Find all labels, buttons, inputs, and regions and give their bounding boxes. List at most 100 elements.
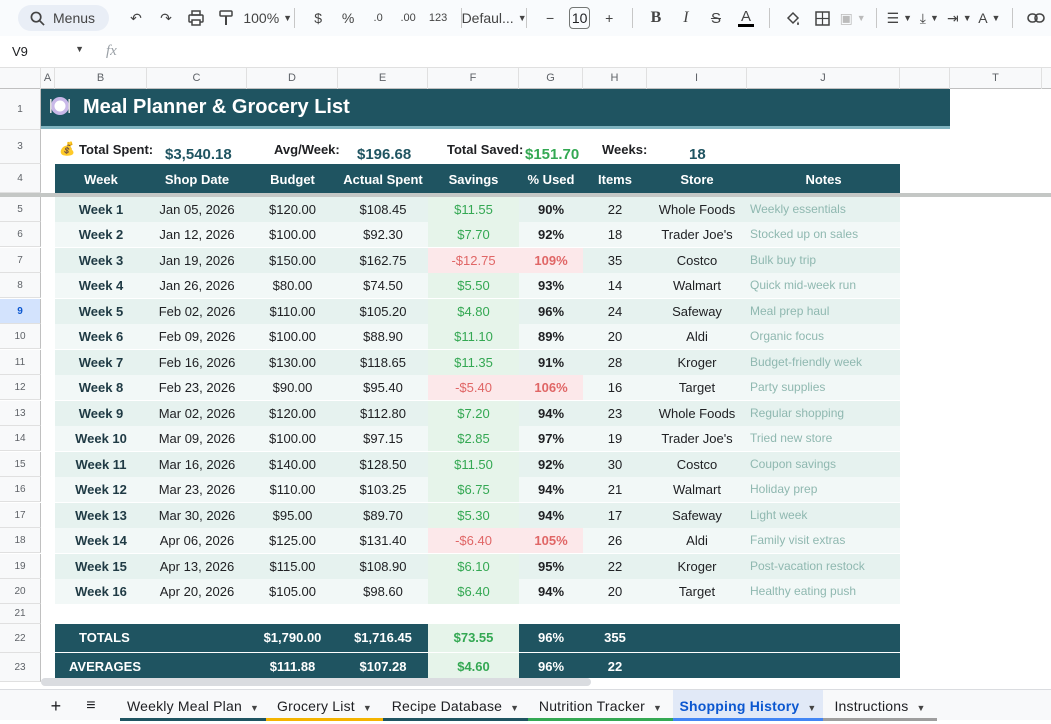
row-header-8[interactable]: 8 bbox=[0, 273, 41, 298]
cell-notes[interactable]: Post-vacation restock bbox=[750, 559, 865, 573]
cell-notes[interactable]: Holiday prep bbox=[750, 482, 818, 496]
cell-week[interactable]: Week 12 bbox=[75, 482, 127, 497]
cell-pct[interactable]: 89% bbox=[537, 329, 565, 344]
cell-items[interactable]: 16 bbox=[607, 380, 623, 395]
column-header-g[interactable]: G bbox=[519, 68, 583, 89]
cell-week[interactable]: Week 2 bbox=[78, 227, 124, 242]
horizontal-align-icon[interactable]: ☰ ▼ bbox=[886, 9, 913, 26]
cell-notes[interactable]: Tried new store bbox=[750, 431, 833, 445]
table-row[interactable]: Week 2 Jan 12, 2026 $100.00 $92.30 $7.70 92% 1… bbox=[55, 222, 900, 247]
cell-date[interactable]: Feb 02, 2026 bbox=[158, 304, 236, 319]
cell-date[interactable]: Mar 02, 2026 bbox=[158, 406, 236, 421]
menus-button[interactable]: Menus bbox=[18, 5, 110, 31]
table-row[interactable]: Week 16 Apr 20, 2026 $105.00 $98.60 $6.40 94%… bbox=[55, 579, 900, 604]
cell-store[interactable]: Kroger bbox=[677, 559, 717, 574]
cell-date[interactable]: Feb 09, 2026 bbox=[158, 329, 236, 344]
cell-budget[interactable]: $115.00 bbox=[269, 559, 316, 574]
vertical-align-icon[interactable]: ⤓ ▼ bbox=[919, 9, 939, 26]
cell-date[interactable]: Jan 12, 2026 bbox=[159, 227, 235, 242]
cell-budget[interactable]: $140.00 bbox=[269, 457, 316, 472]
cell-pct[interactable]: 92% bbox=[537, 457, 565, 472]
row-header-16[interactable]: 16 bbox=[0, 477, 41, 502]
table-row[interactable]: Week 9 Mar 02, 2026 $120.00 $112.80 $7.20 94%… bbox=[55, 401, 900, 426]
cell-items[interactable]: 19 bbox=[607, 431, 623, 446]
cell-budget[interactable]: $100.00 bbox=[269, 431, 316, 446]
cell-pct[interactable]: 94% bbox=[537, 406, 565, 421]
cell-week[interactable]: Week 1 bbox=[78, 202, 124, 217]
cell-actual[interactable]: $108.90 bbox=[359, 559, 407, 574]
font-select[interactable]: Defaul... ▼ bbox=[462, 5, 527, 31]
cell-items[interactable]: 18 bbox=[607, 227, 623, 242]
cell-actual[interactable]: $105.20 bbox=[359, 304, 407, 319]
borders-icon[interactable] bbox=[810, 5, 836, 31]
tab-shopping-history[interactable]: Shopping History ▼ bbox=[673, 690, 823, 721]
row-header-6[interactable]: 6 bbox=[0, 222, 41, 247]
cell-week[interactable]: Week 8 bbox=[78, 380, 124, 395]
cell-savings[interactable]: $11.50 bbox=[428, 452, 519, 477]
cell-store[interactable]: Target bbox=[678, 584, 716, 599]
cell-savings[interactable]: $5.30 bbox=[428, 503, 519, 528]
cell-savings[interactable]: -$12.75 bbox=[428, 248, 519, 273]
cell-store[interactable]: Aldi bbox=[686, 329, 708, 344]
table-row[interactable]: Week 13 Mar 30, 2026 $95.00 $89.70 $5.30 94% 1… bbox=[55, 503, 900, 528]
cell-items[interactable]: 26 bbox=[607, 533, 623, 548]
cell-date[interactable]: Feb 16, 2026 bbox=[158, 355, 236, 370]
cell-savings[interactable]: $7.20 bbox=[428, 401, 519, 426]
cell-notes[interactable]: Stocked up on sales bbox=[750, 227, 859, 241]
increase-decimal-button[interactable]: .00 bbox=[400, 12, 416, 24]
cell-pct[interactable]: 105% bbox=[519, 528, 583, 553]
cell-week[interactable]: Week 14 bbox=[75, 533, 127, 548]
text-color-button[interactable]: A bbox=[733, 5, 759, 31]
cell-store[interactable]: Target bbox=[678, 380, 716, 395]
name-box[interactable]: V9 ▼ bbox=[0, 44, 92, 59]
cell-store[interactable]: Trader Joe's bbox=[661, 227, 733, 242]
cell-notes[interactable]: Meal prep haul bbox=[750, 304, 830, 318]
cell-budget[interactable]: $95.00 bbox=[272, 508, 313, 523]
cell-week[interactable]: Week 11 bbox=[75, 457, 127, 472]
table-row[interactable]: Week 6 Feb 09, 2026 $100.00 $88.90 $11.10 89%… bbox=[55, 324, 900, 349]
cell-date[interactable]: Mar 16, 2026 bbox=[158, 457, 236, 472]
cell-items[interactable]: 14 bbox=[607, 278, 623, 293]
cell-savings[interactable]: $7.70 bbox=[428, 222, 519, 247]
row-header-20[interactable]: 20 bbox=[0, 579, 41, 604]
cell-week[interactable]: Week 16 bbox=[75, 584, 127, 599]
row-header-15[interactable]: 15 bbox=[0, 452, 41, 477]
cell-actual[interactable]: $131.40 bbox=[359, 533, 407, 548]
cell-budget[interactable]: $150.00 bbox=[269, 253, 316, 268]
cell-pct[interactable]: 91% bbox=[537, 355, 565, 370]
cell-budget[interactable]: $130.00 bbox=[269, 355, 316, 370]
averages-row[interactable]: AVERAGES $111.88 $107.28 $4.60 96% 22 bbox=[55, 653, 900, 678]
cell-budget[interactable]: $80.00 bbox=[272, 278, 313, 293]
cell-notes[interactable]: Healthy eating push bbox=[750, 584, 857, 598]
cell-items[interactable]: 35 bbox=[607, 253, 623, 268]
cell-pct[interactable]: 90% bbox=[537, 202, 565, 217]
cell-pct[interactable]: 109% bbox=[519, 248, 583, 273]
column-header-c[interactable]: C bbox=[147, 68, 247, 89]
cell-actual[interactable]: $88.90 bbox=[363, 329, 403, 344]
fill-color-icon[interactable] bbox=[780, 5, 806, 31]
row-header-21[interactable]: 21 bbox=[0, 604, 41, 624]
cell-date[interactable]: Jan 05, 2026 bbox=[159, 202, 235, 217]
cell-savings[interactable]: $6.10 bbox=[428, 554, 519, 579]
cell-items[interactable]: 20 bbox=[607, 329, 623, 344]
column-header-b[interactable]: B bbox=[55, 68, 147, 89]
text-wrap-icon[interactable]: ⇥ ▼ bbox=[947, 9, 972, 26]
row-header-14[interactable]: 14 bbox=[0, 426, 41, 451]
cell-pct[interactable]: 94% bbox=[537, 508, 565, 523]
tab-recipe-database[interactable]: Recipe Database ▼ bbox=[383, 690, 528, 721]
cell-savings[interactable]: $11.55 bbox=[428, 197, 519, 222]
tab-instructions[interactable]: Instructions ▼ bbox=[823, 690, 937, 721]
cell-actual[interactable]: $74.50 bbox=[363, 278, 403, 293]
column-header-f[interactable]: F bbox=[428, 68, 519, 89]
cell-notes[interactable]: Light week bbox=[750, 508, 808, 522]
cell-notes[interactable]: Party supplies bbox=[750, 380, 826, 394]
cell-items[interactable]: 28 bbox=[607, 355, 623, 370]
cell-actual[interactable]: $98.60 bbox=[363, 584, 403, 599]
cell-store[interactable]: Aldi bbox=[686, 533, 708, 548]
cell-items[interactable]: 21 bbox=[607, 482, 623, 497]
cell-date[interactable]: Apr 06, 2026 bbox=[159, 533, 235, 548]
title-banner[interactable]: Meal Planner & Grocery List bbox=[41, 89, 950, 129]
cell-store[interactable]: Kroger bbox=[677, 355, 717, 370]
decrease-decimal-button[interactable]: .0 bbox=[373, 12, 383, 24]
cell-actual[interactable]: $89.70 bbox=[363, 508, 403, 523]
